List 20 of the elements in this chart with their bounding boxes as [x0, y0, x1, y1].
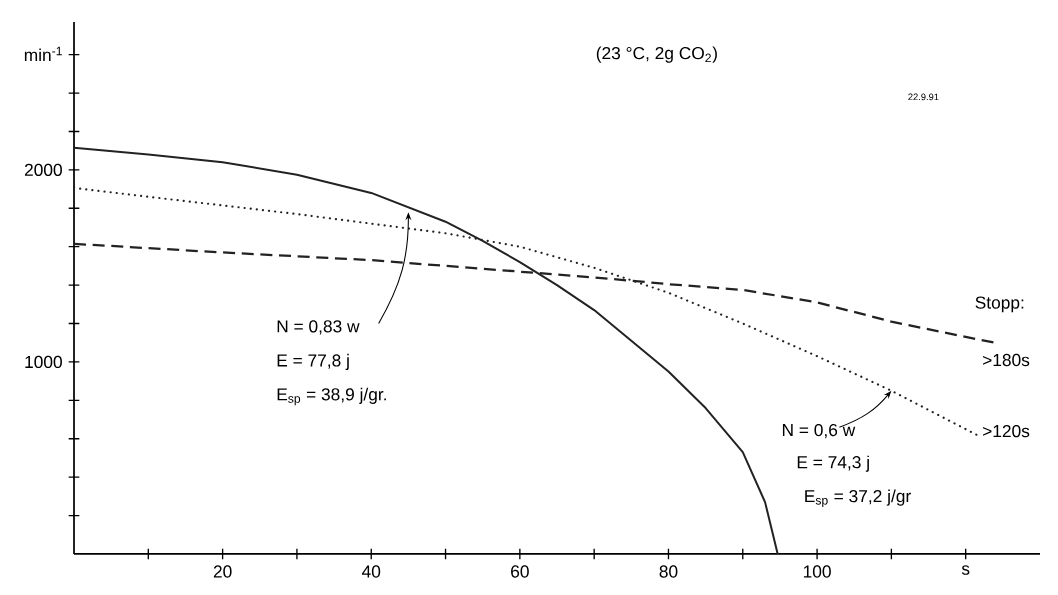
annotation: E$_{sp}$ = 38,9 j/gr. [277, 387, 386, 406]
text: (23 °C, 2g CO$_{2}$) [596, 46, 717, 63]
y-axis-title: min$^{-1}$ [24, 46, 62, 61]
annotation: E = 74,3 j [797, 455, 869, 472]
annotation: >180s [983, 353, 1030, 367]
x-tick-label: s [961, 565, 970, 575]
annotation: 22.9.91 [908, 93, 939, 101]
y-tick-label: 2000 [24, 163, 62, 177]
annotation: Stopp: [975, 296, 1024, 313]
annotation: N = 0,83 w [277, 320, 360, 335]
annotation: N = 0,6 w [782, 423, 856, 439]
annotation: E = 77,8 j [277, 353, 349, 371]
x-tick-label: 80 [659, 565, 678, 578]
x-tick-label: 40 [361, 565, 381, 578]
y-tick-label: 1000 [25, 355, 62, 369]
x-tick-label: 60 [511, 565, 529, 578]
x-tick-label: 20 [213, 565, 232, 578]
annotation: >120s [983, 424, 1030, 438]
annotation: E$_{sp}$ = 37,2 j/gr [805, 489, 911, 508]
x-tick-label: 100 [803, 565, 831, 578]
